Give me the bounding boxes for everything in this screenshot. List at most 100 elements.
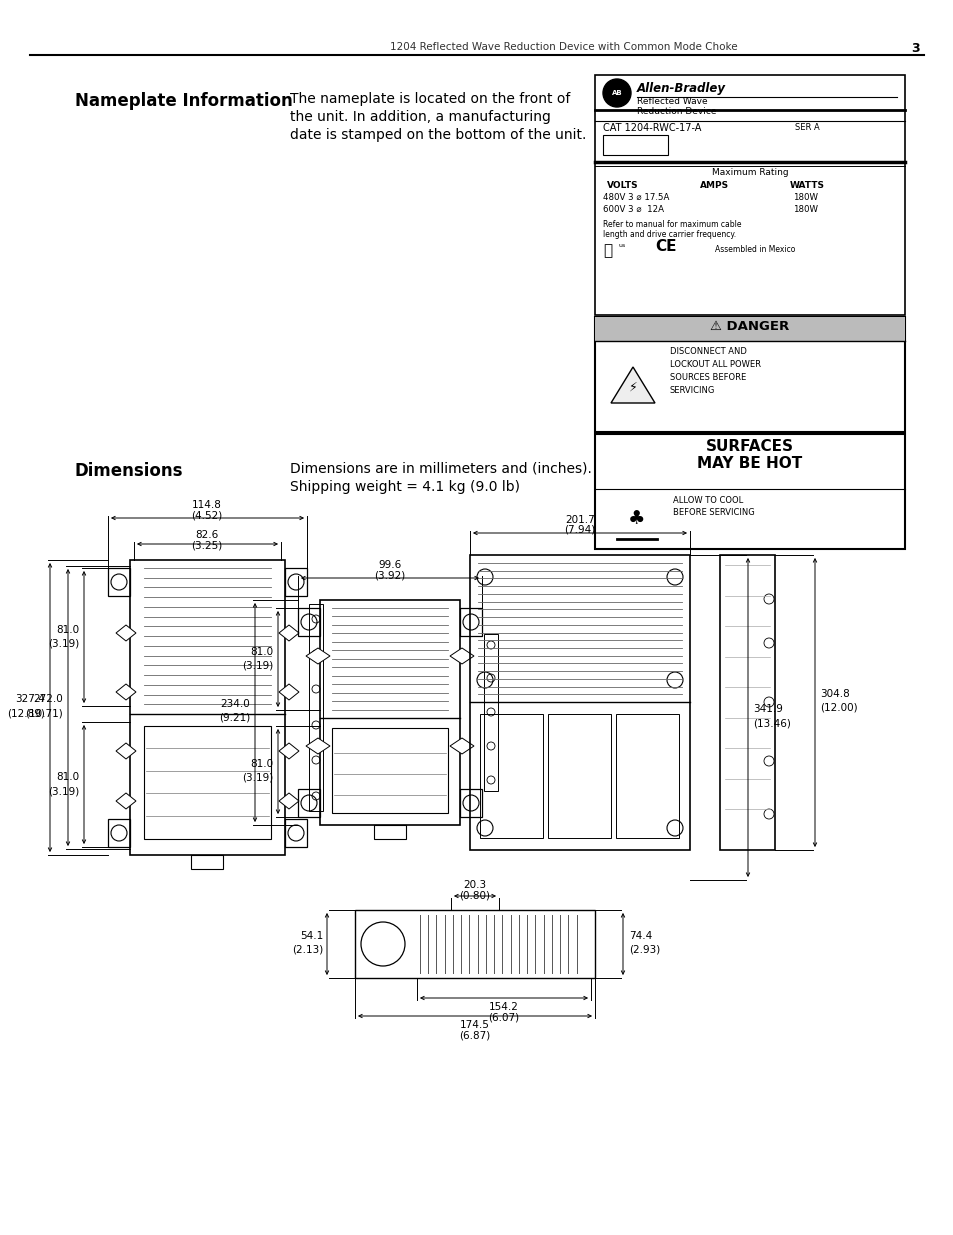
Text: 54.1: 54.1 <box>299 931 323 941</box>
Polygon shape <box>116 793 136 809</box>
Text: (9.21): (9.21) <box>218 713 250 722</box>
Bar <box>595 317 904 341</box>
Text: 114.8: 114.8 <box>192 500 222 510</box>
Polygon shape <box>116 684 136 700</box>
Text: 3: 3 <box>910 42 919 56</box>
Text: ⚠ DANGER: ⚠ DANGER <box>710 320 789 333</box>
Bar <box>297 608 319 636</box>
Circle shape <box>312 792 319 800</box>
Bar <box>720 555 774 850</box>
Bar <box>459 608 481 636</box>
Polygon shape <box>278 684 298 700</box>
Text: 327.4: 327.4 <box>15 694 45 704</box>
Text: (4.52): (4.52) <box>192 510 222 520</box>
Circle shape <box>312 721 319 729</box>
Bar <box>332 727 448 813</box>
Text: 74.4: 74.4 <box>628 931 652 941</box>
Text: (2.13): (2.13) <box>292 945 323 955</box>
Circle shape <box>763 594 773 604</box>
Text: 341.9: 341.9 <box>752 704 782 714</box>
Text: CAT 1204-RWC-17-A: CAT 1204-RWC-17-A <box>602 124 700 133</box>
Text: 82.6: 82.6 <box>195 530 218 540</box>
Bar <box>595 75 904 315</box>
Circle shape <box>486 776 495 784</box>
Text: 480V 3 ⌀ 17.5A: 480V 3 ⌀ 17.5A <box>602 193 669 203</box>
Bar <box>191 855 223 869</box>
Text: (7.94): (7.94) <box>564 525 595 535</box>
Text: 304.8: 304.8 <box>820 689 849 699</box>
Text: 81.0: 81.0 <box>250 647 273 657</box>
Bar <box>285 819 307 847</box>
Text: 234.0: 234.0 <box>220 699 250 709</box>
Text: 81.0: 81.0 <box>56 625 79 635</box>
Text: (3.19): (3.19) <box>241 661 273 671</box>
Bar <box>130 559 285 855</box>
Text: 272.0: 272.0 <box>33 694 63 704</box>
Polygon shape <box>306 648 330 664</box>
Text: (3.19): (3.19) <box>241 773 273 783</box>
Bar <box>483 634 497 792</box>
Text: Assembled in Mexico: Assembled in Mexico <box>714 245 795 254</box>
Text: MAY BE HOT: MAY BE HOT <box>697 456 801 471</box>
Text: 1204 Reflected Wave Reduction Device with Common Mode Choke: 1204 Reflected Wave Reduction Device wit… <box>390 42 737 52</box>
Text: (13.46): (13.46) <box>752 718 790 727</box>
Bar <box>595 317 904 432</box>
Polygon shape <box>278 793 298 809</box>
Text: Ⓤ: Ⓤ <box>602 243 612 258</box>
Text: 99.6: 99.6 <box>378 559 401 571</box>
Text: (2.93): (2.93) <box>628 945 659 955</box>
Text: 180W: 180W <box>792 205 817 214</box>
Text: AB: AB <box>611 90 621 96</box>
Bar <box>459 789 481 818</box>
Text: (3.19): (3.19) <box>48 785 79 797</box>
Bar <box>374 825 406 839</box>
Text: BEFORE SERVICING: BEFORE SERVICING <box>672 508 754 517</box>
Text: DISCONNECT AND: DISCONNECT AND <box>669 347 746 356</box>
Bar <box>108 819 130 847</box>
Circle shape <box>763 638 773 648</box>
Text: 201.7: 201.7 <box>564 515 595 525</box>
Bar <box>355 910 595 978</box>
Circle shape <box>312 615 319 622</box>
Bar <box>470 555 689 850</box>
Text: Refer to manual for maximum cable: Refer to manual for maximum cable <box>602 220 740 228</box>
Text: (6.87): (6.87) <box>459 1030 490 1040</box>
Circle shape <box>486 742 495 750</box>
Text: us: us <box>618 243 625 248</box>
Text: SOURCES BEFORE: SOURCES BEFORE <box>669 373 745 382</box>
Text: Nameplate Information: Nameplate Information <box>75 91 293 110</box>
Text: ♣: ♣ <box>628 510 645 529</box>
Text: Dimensions: Dimensions <box>75 462 183 480</box>
Polygon shape <box>610 367 655 403</box>
Text: Reflected Wave: Reflected Wave <box>637 98 707 106</box>
Circle shape <box>312 756 319 764</box>
Polygon shape <box>116 625 136 641</box>
Text: SER A: SER A <box>794 124 819 132</box>
Circle shape <box>763 809 773 819</box>
Bar <box>595 433 904 550</box>
Text: length and drive carrier frequency.: length and drive carrier frequency. <box>602 230 736 240</box>
Text: date is stamped on the bottom of the unit.: date is stamped on the bottom of the uni… <box>290 128 586 142</box>
Bar <box>319 600 459 825</box>
Text: (12.89): (12.89) <box>7 708 45 718</box>
Text: 81.0: 81.0 <box>56 772 79 782</box>
Text: 600V 3 ⌀  12A: 600V 3 ⌀ 12A <box>602 205 663 214</box>
Text: (0.80): (0.80) <box>459 890 490 900</box>
Text: Allen-Bradley: Allen-Bradley <box>637 82 725 95</box>
Text: (10.71): (10.71) <box>25 708 63 718</box>
Text: SURFACES: SURFACES <box>705 438 793 454</box>
Text: Reduction Device: Reduction Device <box>637 107 716 116</box>
Text: Maximum Rating: Maximum Rating <box>711 168 787 177</box>
Polygon shape <box>278 743 298 760</box>
Circle shape <box>486 674 495 682</box>
Circle shape <box>602 79 630 107</box>
Circle shape <box>763 756 773 766</box>
Circle shape <box>486 708 495 716</box>
Bar <box>297 789 319 818</box>
Polygon shape <box>450 739 474 755</box>
Text: 174.5: 174.5 <box>459 1020 490 1030</box>
Text: Shipping weight = 4.1 kg (9.0 lb): Shipping weight = 4.1 kg (9.0 lb) <box>290 480 519 494</box>
Polygon shape <box>450 648 474 664</box>
Polygon shape <box>116 743 136 760</box>
Polygon shape <box>306 739 330 755</box>
